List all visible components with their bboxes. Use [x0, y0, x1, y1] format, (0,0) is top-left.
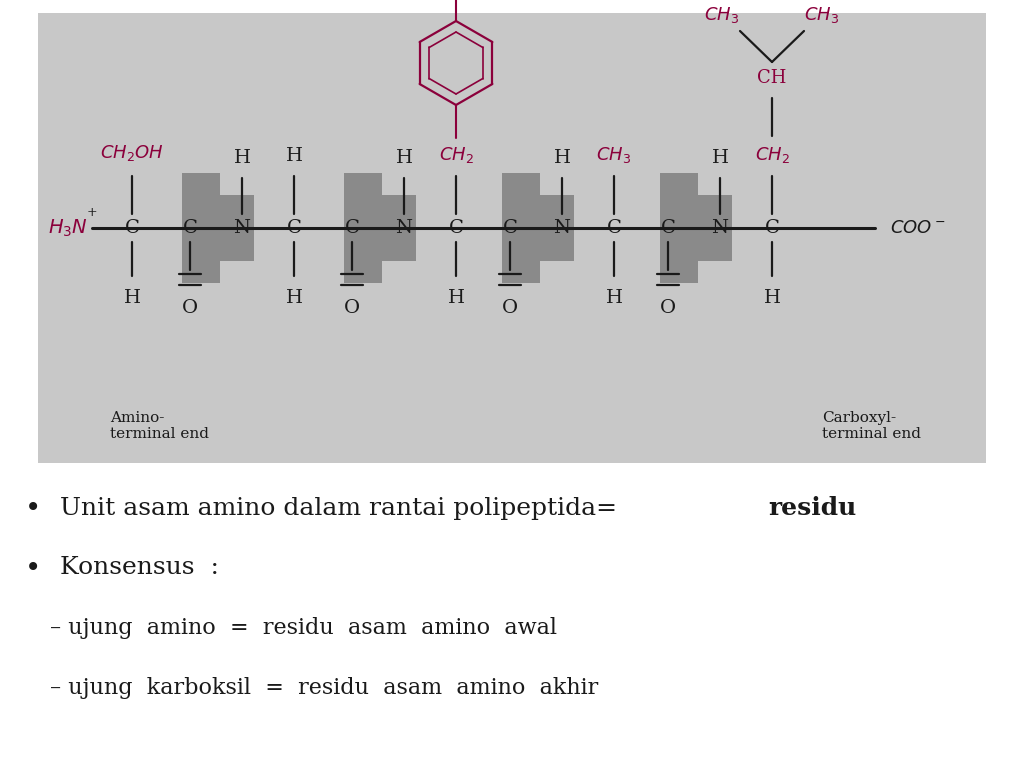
- Text: $CH_2$: $CH_2$: [755, 145, 790, 165]
- Text: C: C: [503, 219, 517, 237]
- Text: H: H: [712, 149, 728, 167]
- Text: – ujung  amino  =  residu  asam  amino  awal: – ujung amino = residu asam amino awal: [50, 617, 557, 639]
- Text: N: N: [233, 219, 251, 237]
- Text: CH: CH: [758, 69, 786, 87]
- Text: H: H: [554, 149, 570, 167]
- Text: Amino-
terminal end: Amino- terminal end: [110, 411, 209, 441]
- Bar: [182, 173, 220, 283]
- Text: O: O: [659, 299, 676, 317]
- Bar: [502, 173, 540, 283]
- Text: C: C: [449, 219, 464, 237]
- Text: $H_3N$: $H_3N$: [48, 217, 88, 239]
- Text: H: H: [605, 289, 623, 307]
- Text: O: O: [502, 299, 518, 317]
- Text: $CH_3$: $CH_3$: [805, 5, 840, 25]
- Bar: [220, 196, 254, 260]
- Text: H: H: [286, 289, 302, 307]
- Text: •: •: [25, 494, 41, 522]
- Text: H: H: [233, 149, 251, 167]
- Text: H: H: [447, 289, 465, 307]
- Text: Carboxyl-
terminal end: Carboxyl- terminal end: [822, 411, 921, 441]
- Text: $CH_2$: $CH_2$: [438, 145, 473, 165]
- Bar: [660, 173, 698, 283]
- Bar: [38, 13, 986, 463]
- Text: $CH_2OH$: $CH_2OH$: [100, 143, 164, 163]
- Text: H: H: [764, 289, 780, 307]
- Text: C: C: [765, 219, 779, 237]
- Bar: [698, 196, 732, 260]
- Text: O: O: [344, 299, 360, 317]
- Text: $COO^-$: $COO^-$: [890, 219, 946, 237]
- Bar: [344, 173, 382, 283]
- Text: •: •: [25, 554, 41, 582]
- Text: C: C: [344, 219, 359, 237]
- Text: H: H: [124, 289, 140, 307]
- Text: N: N: [712, 219, 728, 237]
- Text: – ujung  karboksil  =  residu  asam  amino  akhir: – ujung karboksil = residu asam amino ak…: [50, 677, 598, 699]
- Text: H: H: [395, 149, 413, 167]
- Text: N: N: [395, 219, 413, 237]
- Text: H: H: [286, 147, 302, 165]
- Text: Konsensus  :: Konsensus :: [60, 557, 219, 580]
- Text: $CH_3$: $CH_3$: [705, 5, 739, 25]
- Text: +: +: [87, 207, 97, 220]
- Text: C: C: [287, 219, 301, 237]
- Text: C: C: [606, 219, 622, 237]
- Text: O: O: [182, 299, 198, 317]
- Text: residu: residu: [768, 496, 856, 520]
- Bar: [382, 196, 416, 260]
- Text: N: N: [554, 219, 570, 237]
- Text: Unit asam amino dalam rantai polipeptida=: Unit asam amino dalam rantai polipeptida…: [60, 496, 625, 519]
- Text: C: C: [125, 219, 139, 237]
- Text: $CH_3$: $CH_3$: [596, 145, 632, 165]
- Bar: [540, 196, 574, 260]
- Text: C: C: [660, 219, 676, 237]
- Text: C: C: [182, 219, 198, 237]
